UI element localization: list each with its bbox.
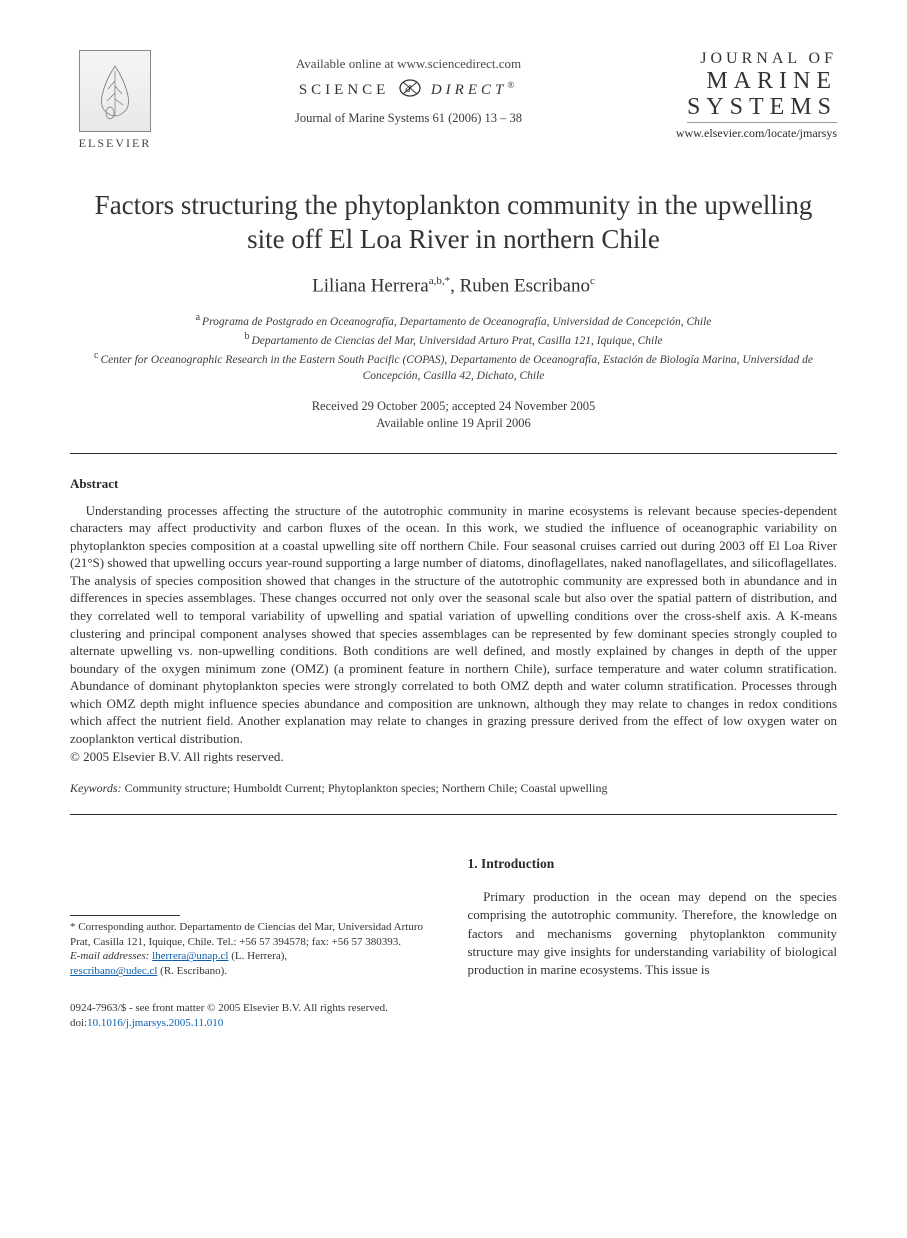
email-footnote: E-mail addresses: lherrera@unap.cl (L. H…: [70, 949, 440, 979]
doi-label: doi:: [70, 1017, 87, 1029]
available-online-text: Available online at www.sciencedirect.co…: [160, 56, 657, 72]
author-1[interactable]: Liliana Herrera: [312, 275, 429, 296]
publisher-logo-block: ELSEVIER: [70, 50, 160, 151]
keywords-line: Keywords: Community structure; Humboldt …: [70, 781, 837, 796]
corr-author-text: * Corresponding author. Departamento de …: [70, 921, 423, 948]
email-link-1[interactable]: lherrera@unap.cl: [152, 950, 228, 962]
abstract-heading: Abstract: [70, 476, 837, 492]
article-dates: Received 29 October 2005; accepted 24 No…: [70, 398, 837, 433]
abstract-body: Understanding processes affecting the st…: [70, 502, 837, 748]
affiliations-block: aPrograma de Postgrado en Oceanografía, …: [90, 311, 817, 384]
publisher-name: ELSEVIER: [70, 136, 160, 151]
received-accepted-date: Received 29 October 2005; accepted 24 No…: [70, 398, 837, 416]
author-2-affil-sup: c: [590, 275, 595, 287]
issn-copyright-line: 0924-7963/$ - see front matter © 2005 El…: [70, 1001, 837, 1016]
email-link-2[interactable]: rescribano@udec.cl: [70, 965, 157, 977]
corresponding-author-footnote: * Corresponding author. Departamento de …: [70, 920, 440, 950]
intro-heading: 1. Introduction: [468, 855, 838, 874]
keywords-text: Community structure; Humboldt Current; P…: [125, 781, 608, 795]
online-date: Available online 19 April 2006: [70, 415, 837, 433]
locate-url[interactable]: www.elsevier.com/locate/jmarsys: [657, 127, 837, 140]
header-center: Available online at www.sciencedirect.co…: [160, 50, 657, 126]
rule-top: [70, 453, 837, 454]
email-2-who: (R. Escribano).: [160, 965, 227, 977]
sd-word-2: DIRECT: [431, 82, 508, 98]
abstract-copyright: © 2005 Elsevier B.V. All rights reserved…: [70, 749, 837, 765]
email-1-who: (L. Herrera),: [231, 950, 287, 962]
rule-bottom: [70, 814, 837, 815]
journal-logo-line3: SYSTEMS: [687, 94, 837, 123]
authors-line: Liliana Herreraa,b,*, Ruben Escribanoc: [70, 275, 837, 297]
affiliation-a: aPrograma de Postgrado en Oceanografía, …: [90, 311, 817, 330]
svg-text:d: d: [405, 83, 415, 95]
author-2[interactable]: Ruben Escribano: [460, 275, 590, 296]
keywords-label: Keywords:: [70, 781, 122, 795]
page-footer: 0924-7963/$ - see front matter © 2005 El…: [70, 1001, 837, 1031]
two-column-body: * Corresponding author. Departamento de …: [70, 855, 837, 979]
author-1-affil-sup: a,b,*: [429, 275, 450, 287]
affiliation-b: bDepartamento de Ciencias del Mar, Unive…: [90, 330, 817, 349]
page-container: ELSEVIER Available online at www.science…: [0, 0, 907, 1071]
intro-paragraph: Primary production in the ocean may depe…: [468, 888, 838, 979]
journal-logo-line2: MARINE: [657, 68, 837, 94]
right-column: 1. Introduction Primary production in th…: [468, 855, 838, 979]
journal-logo-block: JOURNAL OF MARINE SYSTEMS www.elsevier.c…: [657, 50, 837, 141]
article-title: Factors structuring the phytoplankton co…: [90, 189, 817, 257]
header: ELSEVIER Available online at www.science…: [70, 50, 837, 151]
journal-logo-line1: JOURNAL OF: [657, 50, 837, 68]
doi-line: doi:10.1016/j.jmarsys.2005.11.010: [70, 1016, 837, 1031]
email-label: E-mail addresses:: [70, 950, 149, 962]
footnote-rule: [70, 915, 180, 916]
sd-word-1: SCIENCE: [299, 82, 390, 98]
affiliation-c: cCenter for Oceanographic Research in th…: [90, 349, 817, 384]
left-column: * Corresponding author. Departamento de …: [70, 855, 440, 979]
doi-link[interactable]: 10.1016/j.jmarsys.2005.11.010: [87, 1017, 223, 1029]
elsevier-tree-icon: [79, 50, 151, 132]
sciencedirect-logo: SCIENCE d DIRECT®: [160, 78, 657, 99]
journal-reference: Journal of Marine Systems 61 (2006) 13 –…: [160, 111, 657, 126]
